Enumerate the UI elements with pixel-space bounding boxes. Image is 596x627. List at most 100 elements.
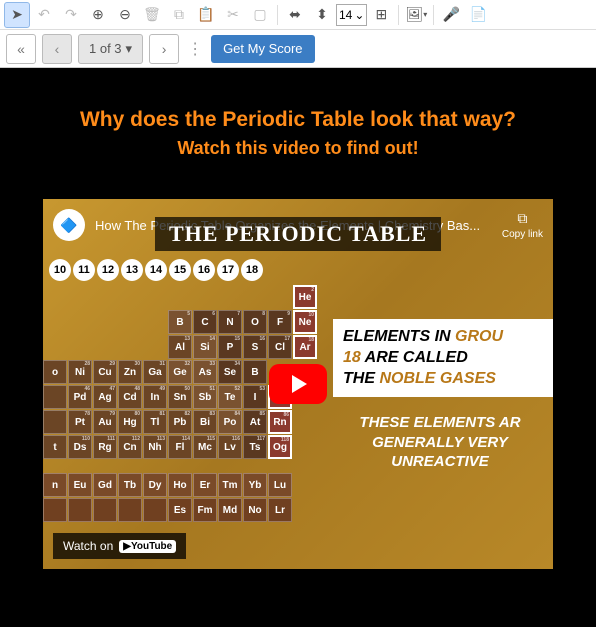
element-cell: 82Pb	[168, 410, 192, 434]
heading-1: Why does the Periodic Table look that wa…	[20, 108, 576, 132]
element-cell: Ho	[168, 473, 192, 497]
height-icon[interactable]: ⬍	[309, 2, 335, 28]
navbar: « ‹ 1 of 3▾ › ⋮ Get My Score	[0, 30, 596, 68]
element-cell: 49In	[143, 385, 167, 409]
element-cell: 51Sb	[193, 385, 217, 409]
watch-on-youtube[interactable]: Watch on ▶YouTube	[53, 533, 186, 559]
element-cell: B	[243, 360, 267, 384]
element-cell: o	[43, 360, 67, 384]
element-cell: t	[43, 435, 67, 459]
more-icon[interactable]: ⋮	[185, 39, 205, 59]
heading-2: Watch this video to find out!	[20, 138, 576, 159]
copy-icon: ⧉	[517, 210, 527, 227]
column-number: 10	[49, 259, 71, 281]
copy-icon[interactable]: ⧉	[166, 2, 192, 28]
element-cell	[43, 410, 67, 434]
column-number: 12	[97, 259, 119, 281]
element-cell: 17Cl	[268, 335, 292, 359]
element-cell: 80Hg	[118, 410, 142, 434]
element-cell: Er	[193, 473, 217, 497]
collapse-button[interactable]: «	[6, 34, 36, 64]
prev-page-button[interactable]: ‹	[42, 34, 72, 64]
channel-icon[interactable]: 🔷	[53, 209, 85, 241]
element-cell: n	[43, 473, 67, 497]
element-cell: 85At	[243, 410, 267, 434]
element-cell: 116Lv	[218, 435, 242, 459]
element-cell: 46Pd	[68, 385, 92, 409]
element-cell: 81Tl	[143, 410, 167, 434]
cut-icon[interactable]: ✂	[220, 2, 246, 28]
content-area: Why does the Periodic Table look that wa…	[0, 68, 596, 627]
element-cell: 50Sn	[168, 385, 192, 409]
element-cell: 10Ne	[293, 310, 317, 334]
element-cell	[43, 385, 67, 409]
column-number: 17	[217, 259, 239, 281]
element-cell: 48Cd	[118, 385, 142, 409]
element-cell: 79Au	[93, 410, 117, 434]
column-number: 11	[73, 259, 95, 281]
element-cell: 14Si	[193, 335, 217, 359]
element-cell: 28Ni	[68, 360, 92, 384]
element-cell: 117Ts	[243, 435, 267, 459]
element-cell: 30Zn	[118, 360, 142, 384]
element-cell: 110Ds	[68, 435, 92, 459]
element-cell: Es	[168, 498, 192, 522]
play-button[interactable]	[269, 364, 327, 404]
mic-icon[interactable]: 🎤	[438, 2, 464, 28]
element-cell: 34Se	[218, 360, 242, 384]
element-cell: No	[243, 498, 267, 522]
element-cell	[118, 498, 142, 522]
element-cell: 118Og	[268, 435, 292, 459]
paste-icon[interactable]: 📋	[193, 2, 219, 28]
element-cell: 115Mc	[193, 435, 217, 459]
element-cell: 5B	[168, 310, 192, 334]
element-cell: 78Pt	[68, 410, 92, 434]
zoom-in-icon[interactable]: ⊕	[85, 2, 111, 28]
zoom-select[interactable]: 14⌄	[336, 4, 367, 26]
element-cell: 113Nh	[143, 435, 167, 459]
element-cell: 16S	[243, 335, 267, 359]
column-number: 15	[169, 259, 191, 281]
element-cell: 7N	[218, 310, 242, 334]
element-cell	[93, 498, 117, 522]
next-page-button[interactable]: ›	[149, 34, 179, 64]
element-cell: Tm	[218, 473, 242, 497]
element-cell: 111Rg	[93, 435, 117, 459]
width-icon[interactable]: ⬌	[282, 2, 308, 28]
element-cell: 15P	[218, 335, 242, 359]
cursor-tool-icon[interactable]: ➤	[4, 2, 30, 28]
undo-icon[interactable]: ↶	[31, 2, 57, 28]
element-cell: 31Ga	[143, 360, 167, 384]
side-caption: ELEMENTS IN GROU 18 ARE CALLED THE NOBLE…	[333, 319, 553, 472]
video-overlay-title: THE PERIODIC TABLE	[155, 217, 441, 251]
redo-icon[interactable]: ↷	[58, 2, 84, 28]
copy-link-button[interactable]: ⧉ Copy link	[502, 210, 543, 240]
element-cell: 9F	[268, 310, 292, 334]
element-cell: 83Bi	[193, 410, 217, 434]
element-cell: 18Ar	[293, 335, 317, 359]
zoom-out-icon[interactable]: ⊖	[112, 2, 138, 28]
element-cell: 13Al	[168, 335, 192, 359]
element-cell: 112Cn	[118, 435, 142, 459]
page-icon[interactable]: 📄	[465, 2, 491, 28]
get-score-button[interactable]: Get My Score	[211, 35, 314, 63]
page-indicator[interactable]: 1 of 3▾	[78, 34, 143, 64]
grid-icon[interactable]: ⊞	[368, 2, 394, 28]
video-embed: 🔷 How The Periodic Table Organizes the E…	[43, 199, 553, 569]
toolbar: ➤ ↶ ↷ ⊕ ⊖ 🗑 ⧉ 📋 ✂ ▢ ⬌ ⬍ 14⌄ ⊞ 🖼▾ 🎤 📄	[0, 0, 596, 30]
element-cell: 84Po	[218, 410, 242, 434]
element-cell: 47Ag	[93, 385, 117, 409]
column-number: 13	[121, 259, 143, 281]
trash-icon[interactable]: 🗑	[139, 2, 165, 28]
element-cell: 33As	[193, 360, 217, 384]
column-number: 18	[241, 259, 263, 281]
element-cell: Fm	[193, 498, 217, 522]
column-number: 14	[145, 259, 167, 281]
image-icon[interactable]: 🖼▾	[403, 2, 429, 28]
element-cell: 8O	[243, 310, 267, 334]
element-cell: Lr	[268, 498, 292, 522]
element-cell: 2He	[293, 285, 317, 309]
element-cell: Eu	[68, 473, 92, 497]
doc-icon[interactable]: ▢	[247, 2, 273, 28]
element-cell: Md	[218, 498, 242, 522]
